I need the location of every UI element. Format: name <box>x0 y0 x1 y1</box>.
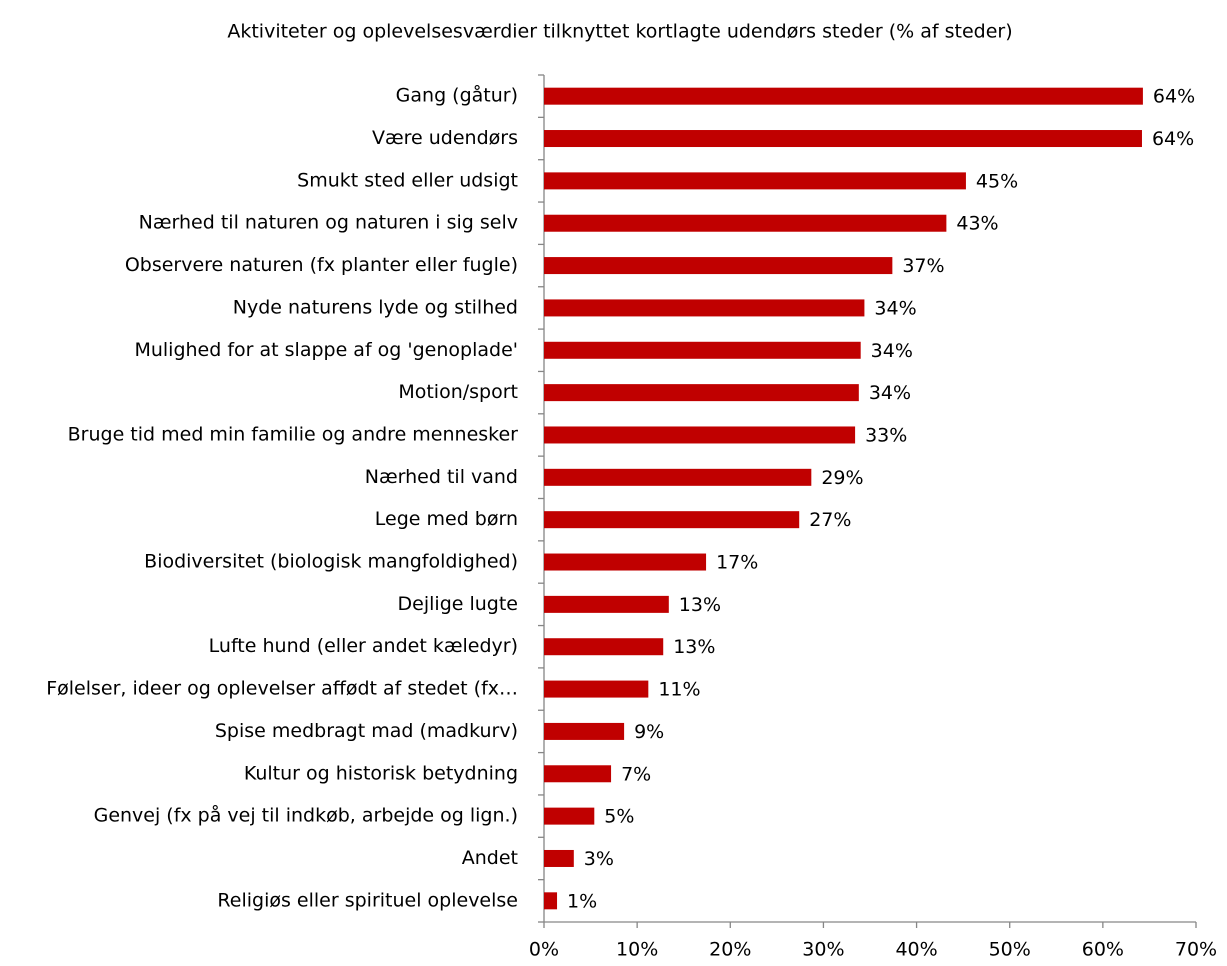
chart-title: Aktiviteter og oplevelsesværdier tilknyt… <box>227 21 1012 43</box>
bar <box>544 722 625 740</box>
y-tick-label: Kultur og historisk betydning <box>244 762 518 784</box>
y-tick-label: Smukt sted eller udsigt <box>297 169 518 191</box>
value-label: 9% <box>634 721 664 743</box>
value-label: 1% <box>567 890 597 912</box>
bar <box>544 680 649 698</box>
y-tick-label: Være udendørs <box>372 127 518 149</box>
bar <box>544 638 664 656</box>
y-tick-label: Genvej (fx på vej til indkøb, arbejde og… <box>94 804 518 827</box>
value-label: 33% <box>865 424 907 446</box>
x-tick-label: 70% <box>1175 939 1217 961</box>
y-tick-label: Dejlige lugte <box>398 593 518 615</box>
x-tick-label: 0% <box>529 939 559 961</box>
x-tick-label: 60% <box>1082 939 1124 961</box>
bar <box>544 807 595 825</box>
y-tick-label: Lufte hund (eller andet kæledyr) <box>209 635 518 657</box>
bar <box>544 849 574 867</box>
value-label: 13% <box>673 636 715 658</box>
x-tick-label: 40% <box>895 939 937 961</box>
bar <box>544 595 669 613</box>
y-tick-label: Bruge tid med min familie og andre menne… <box>68 423 519 445</box>
value-label: 64% <box>1152 128 1194 150</box>
value-label: 29% <box>821 467 863 489</box>
bar <box>544 765 612 783</box>
y-tick-label: Andet <box>462 847 518 869</box>
value-label: 3% <box>584 848 614 870</box>
y-tick-label: Observere naturen (fx planter eller fugl… <box>125 254 518 276</box>
value-label: 5% <box>604 806 634 828</box>
bar <box>544 341 861 359</box>
value-label: 17% <box>716 552 758 574</box>
y-tick-label: Følelser, ideer og oplevelser affødt af … <box>46 678 518 700</box>
bar <box>544 214 947 232</box>
value-label: 13% <box>679 594 721 616</box>
bar <box>544 426 856 444</box>
x-tick-label: 10% <box>616 939 658 961</box>
y-tick-label: Mulighed for at slappe af og 'genoplade' <box>134 339 518 361</box>
y-tick-label: Lege med børn <box>375 508 518 530</box>
x-tick-label: 20% <box>709 939 751 961</box>
x-tick-label: 50% <box>989 939 1031 961</box>
value-label: 11% <box>658 679 700 701</box>
bar <box>544 299 865 317</box>
bar <box>544 511 800 529</box>
value-label: 43% <box>956 213 998 235</box>
y-tick-label: Spise medbragt mad (madkurv) <box>215 720 518 742</box>
y-tick-label: Gang (gåtur) <box>396 84 518 107</box>
y-tick-label: Biodiversitet (biologisk mangfoldighed) <box>144 551 518 573</box>
bar <box>544 172 966 190</box>
value-label: 34% <box>871 340 913 362</box>
value-label: 27% <box>809 509 851 531</box>
value-label: 45% <box>976 170 1018 192</box>
bar <box>544 468 812 486</box>
y-tick-label: Religiøs eller spirituel oplevelse <box>217 889 518 911</box>
value-label: 7% <box>621 763 651 785</box>
value-label: 64% <box>1153 86 1195 108</box>
y-tick-label: Motion/sport <box>398 381 518 403</box>
y-tick-label: Nærhed til vand <box>365 466 518 488</box>
y-tick-label: Nyde naturens lyde og stilhed <box>233 296 518 318</box>
y-tick-label: Nærhed til naturen og naturen i sig selv <box>139 212 518 234</box>
value-label: 37% <box>902 255 944 277</box>
bar <box>544 384 859 402</box>
bar <box>544 257 893 275</box>
value-label: 34% <box>869 382 911 404</box>
value-label: 34% <box>874 297 916 319</box>
bar <box>544 130 1142 148</box>
bar <box>544 87 1143 105</box>
x-tick-label: 30% <box>802 939 844 961</box>
bar <box>544 553 707 571</box>
bar <box>544 892 558 910</box>
